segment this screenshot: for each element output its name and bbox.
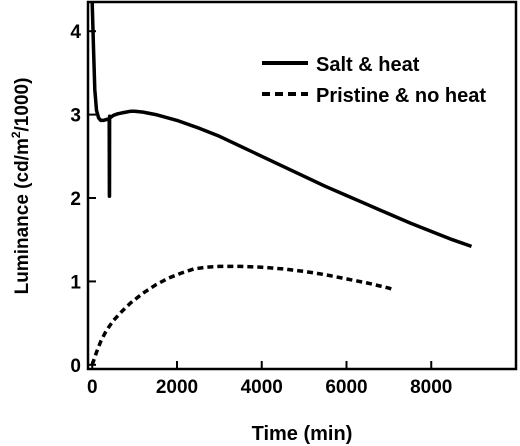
x-axis-label: Time (min) [252, 423, 353, 445]
y-axis-label-tail: /1000) [12, 78, 33, 132]
series-layer [90, 2, 473, 366]
series-line-salt-heat [90, 2, 473, 249]
y-tick-label: 3 [70, 106, 81, 127]
y-tick-label: 4 [70, 22, 81, 43]
y-tick-label: 0 [70, 356, 81, 377]
x-tick-label: 2000 [156, 377, 198, 398]
x-axis-ticks: 0 2000 4000 6000 8000 [87, 361, 452, 398]
x-tick-label: 6000 [325, 377, 367, 398]
y-axis-ticks: 0 1 2 3 4 [70, 22, 96, 377]
y-tick-label: 1 [70, 272, 81, 293]
x-tick-label: 8000 [410, 377, 452, 398]
legend-label-pristine-no-heat: Pristine & no heat [316, 85, 486, 107]
y-axis-label: Luminance (cd/m2/1000) [9, 78, 33, 295]
plot-frame [86, 0, 518, 371]
y-axis-label-superscript: 2 [9, 131, 23, 138]
x-tick-label: 0 [87, 377, 98, 398]
legend-label-salt-heat: Salt & heat [316, 54, 420, 76]
y-axis-label-main: Luminance (cd/m [12, 138, 33, 294]
legend: Salt & heat Pristine & no heat [262, 54, 486, 107]
x-tick-label: 4000 [241, 377, 283, 398]
y-tick-label: 2 [70, 189, 81, 210]
series-line-pristine-no-heat [90, 264, 394, 366]
